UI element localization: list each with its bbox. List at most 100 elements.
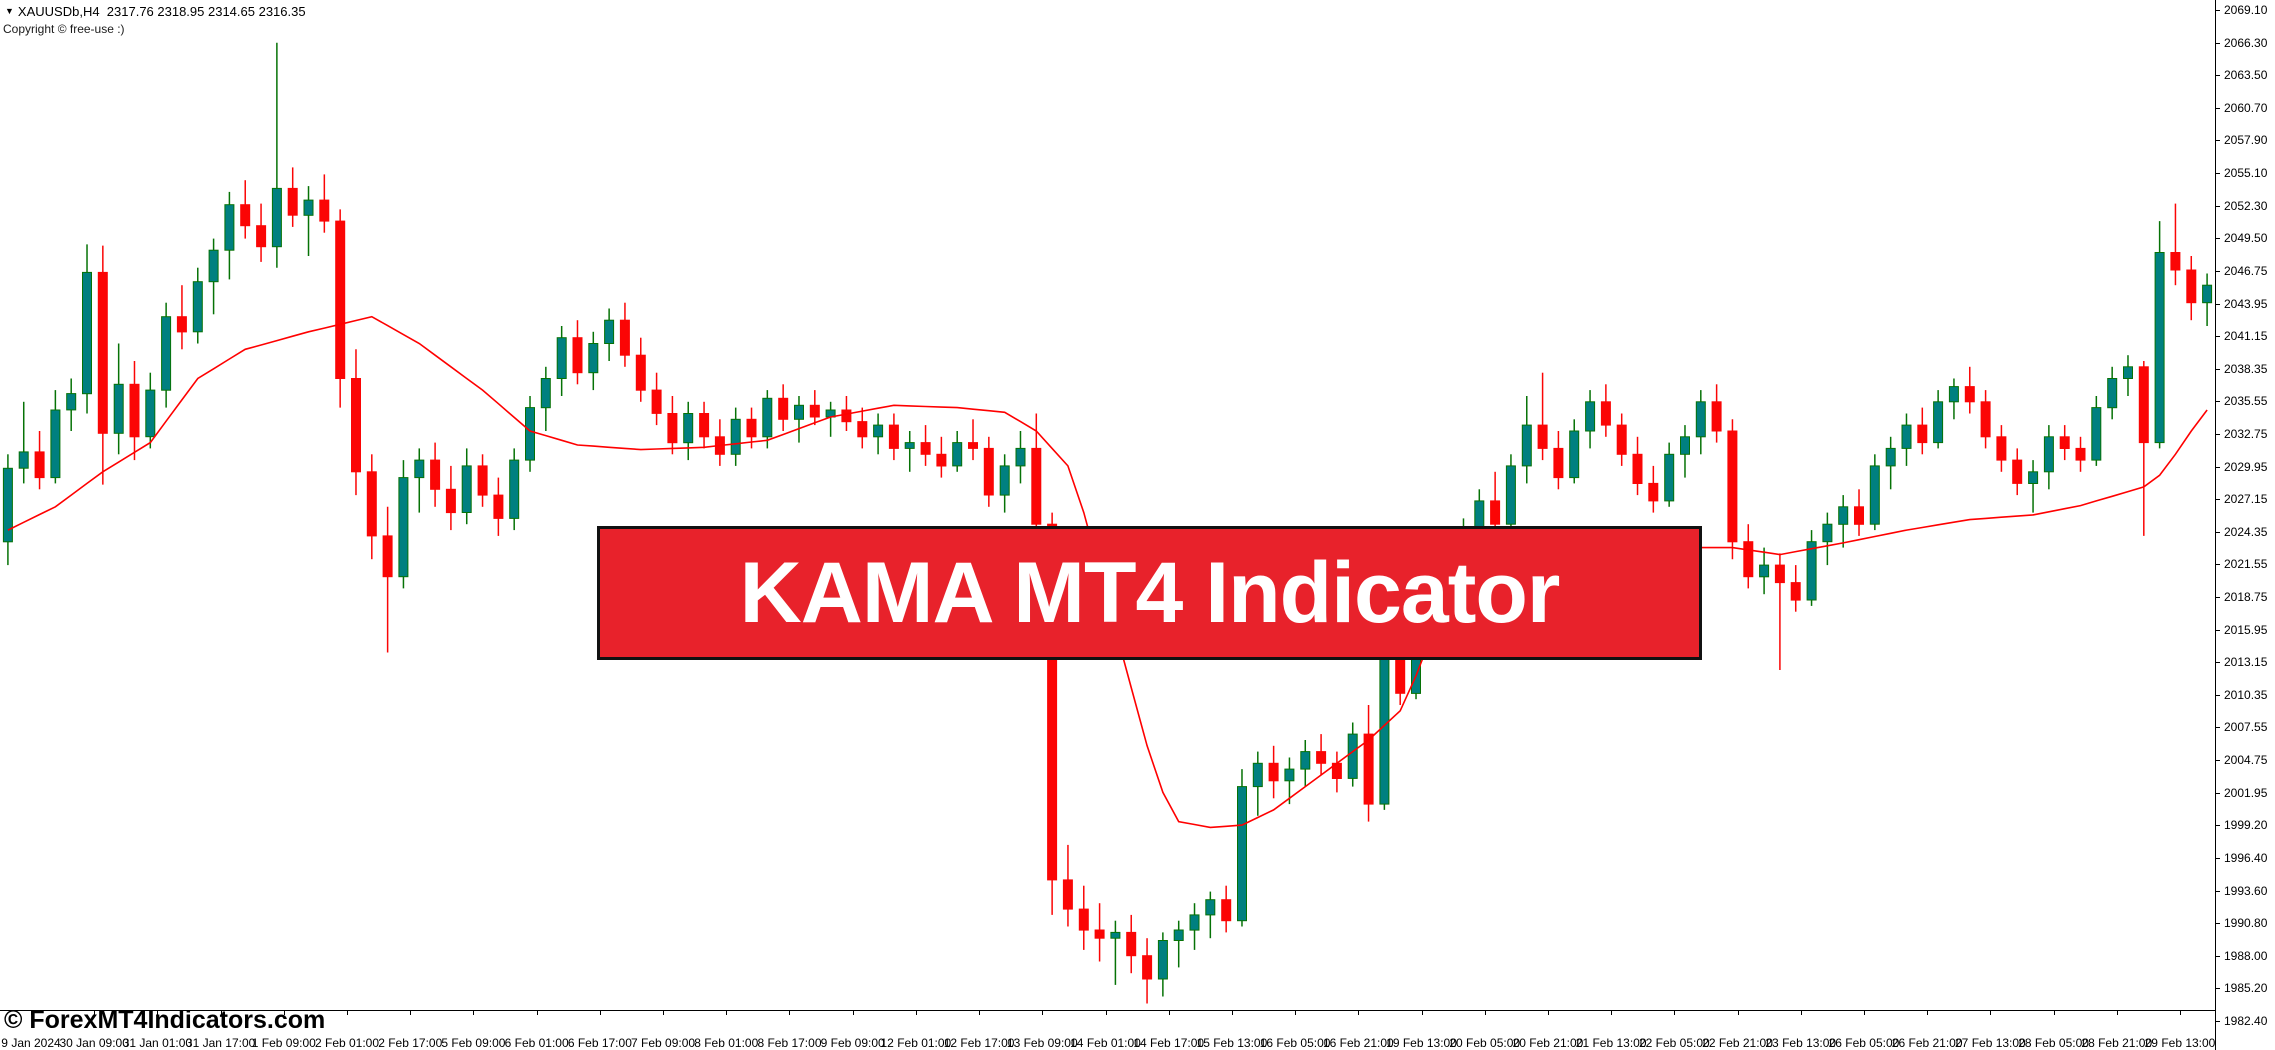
price-axis-label: 2060.70	[2224, 100, 2268, 115]
bull-candle-body	[192, 281, 203, 333]
bull-candle-body	[2123, 366, 2133, 379]
bull-candle-body	[50, 409, 61, 479]
kama-banner: KAMA MT4 Indicator	[597, 526, 1702, 660]
time-axis-tick	[1231, 1011, 1233, 1015]
bull-candle-body	[1205, 899, 1216, 916]
price-axis-tick	[2216, 75, 2220, 77]
bear-candle-body	[936, 453, 947, 467]
watermark-text: © ForexMT4Indicators.com	[4, 1006, 326, 1034]
time-axis-label: 1 Feb 09:00	[251, 1036, 316, 1050]
price-axis-tick	[2216, 205, 2220, 207]
price-axis-label: 2052.30	[2224, 198, 2268, 213]
bull-candle-body	[2154, 252, 2165, 444]
candlestick-chart-pane[interactable]	[0, 0, 2215, 1010]
bull-candle-body	[461, 465, 472, 513]
bull-candle-body	[2107, 378, 2118, 409]
price-axis[interactable]: 2069.10 2066.30 2063.50 2060.70 2057.90 2055.…	[2215, 0, 2275, 1050]
price-axis-tick	[2216, 140, 2220, 142]
price-axis-tick	[2216, 499, 2220, 501]
bull-candle-body	[113, 383, 124, 434]
bull-candle-body	[1585, 401, 1596, 432]
time-axis-tick	[283, 1011, 285, 1015]
bear-candle-body	[1774, 564, 1785, 584]
banner-title: KAMA MT4 Indicator	[739, 545, 1561, 641]
bull-candle-body	[1885, 447, 1896, 467]
price-axis-tick	[2216, 629, 2220, 631]
price-axis-tick	[2216, 303, 2220, 305]
price-axis-label: 1999.20	[2224, 818, 2268, 833]
bull-candle-body	[224, 204, 235, 251]
bear-candle-body	[1553, 447, 1564, 479]
price-axis-label: 2038.35	[2224, 361, 2268, 376]
bull-candle-body	[2091, 407, 2102, 461]
bear-candle-body	[1600, 401, 1611, 426]
price-axis-tick	[2216, 10, 2220, 11]
time-axis-tick	[1042, 1011, 1044, 1015]
time-axis-tick	[789, 1011, 791, 1015]
bull-candle-body	[2043, 436, 2054, 473]
time-axis-tick	[347, 1011, 349, 1015]
time-axis-label: 31 Jan 01:00	[122, 1036, 193, 1050]
time-axis-label: 28 Feb 05:00	[2018, 1036, 2089, 1050]
bull-candle-body	[873, 424, 884, 438]
bear-candle-body	[493, 494, 504, 519]
time-axis-label: 23 Feb 13:00	[1765, 1036, 1837, 1050]
bear-candle-body	[1996, 436, 2007, 461]
bear-candle-body	[1094, 929, 1105, 939]
bear-candle-body	[619, 319, 630, 356]
time-axis-label: 27 Feb 13:00	[1955, 1036, 2026, 1050]
time-axis-label: 26 Feb 21:00	[1891, 1036, 1963, 1050]
price-axis-tick	[2216, 401, 2220, 403]
time-axis-tick	[915, 1011, 917, 1015]
price-axis-label: 2013.15	[2224, 655, 2268, 670]
symbol-ohlc-text: XAUUSDb,H4 2317.76 2318.95 2314.65 2316.…	[17, 4, 306, 19]
price-axis-label: 2066.30	[2224, 35, 2268, 50]
price-axis-tick	[2216, 1021, 2220, 1022]
time-axis-label: 9 Jan 2024	[1, 1036, 61, 1050]
bull-candle-body	[1347, 733, 1358, 779]
time-axis-label: 28 Feb 21:00	[2081, 1036, 2153, 1050]
time-axis-tick	[31, 1011, 32, 1015]
bull-candle-body	[999, 465, 1010, 496]
bear-candle-body	[256, 225, 267, 248]
bull-candle-body	[145, 389, 156, 438]
bear-candle-body	[1632, 453, 1643, 484]
bear-candle-body	[319, 199, 330, 222]
bull-candle-body	[730, 418, 741, 455]
time-axis-tick	[473, 1011, 475, 1015]
bear-candle-body	[1126, 931, 1137, 957]
bear-candle-body	[240, 204, 251, 227]
time-axis-label: 13 Feb 09:00	[1006, 1036, 1078, 1050]
time-axis-label: 19 Feb 13:00	[1386, 1036, 1457, 1050]
time-axis-label: 2 Feb 17:00	[378, 1036, 443, 1050]
bull-candle-body	[1680, 436, 1690, 455]
price-axis-tick	[2216, 238, 2220, 240]
time-axis-tick	[2116, 1011, 2118, 1015]
price-axis-tick	[2216, 433, 2220, 435]
bull-candle-body	[161, 316, 172, 391]
time-axis-label: 14 Feb 17:00	[1133, 1036, 1205, 1050]
time-axis-label: 30 Jan 09:00	[59, 1036, 129, 1050]
bull-candle-body	[1505, 465, 1516, 525]
bear-candle-body	[445, 488, 456, 514]
price-axis-label: 2027.15	[2224, 492, 2268, 507]
bull-candle-body	[1869, 465, 1880, 525]
bull-candle-body	[1948, 386, 1959, 403]
bull-candle-body	[2028, 471, 2039, 484]
bull-candle-body	[1806, 541, 1817, 601]
bear-candle-body	[382, 535, 393, 578]
time-axis[interactable]: 9 Jan 2024 30 Jan 09:00 31 Jan 01:00 31 Jan…	[0, 1010, 2215, 1050]
price-axis-label: 1996.40	[2224, 850, 2268, 865]
price-axis-label: 2004.75	[2224, 753, 2268, 768]
bear-candle-body	[841, 409, 852, 423]
time-axis-label: 20 Feb 21:00	[1512, 1036, 1584, 1050]
price-axis-label: 1993.60	[2224, 883, 2268, 898]
bear-candle-body	[651, 389, 662, 414]
bear-candle-body	[699, 413, 710, 438]
price-axis-label: 2029.95	[2224, 459, 2268, 474]
time-axis-tick	[157, 1011, 159, 1015]
bull-candle-body	[1901, 424, 1912, 449]
price-axis-tick	[2216, 466, 2220, 468]
price-axis-tick	[2216, 923, 2220, 925]
time-axis-label: 29 Feb 13:00	[2144, 1036, 2216, 1050]
